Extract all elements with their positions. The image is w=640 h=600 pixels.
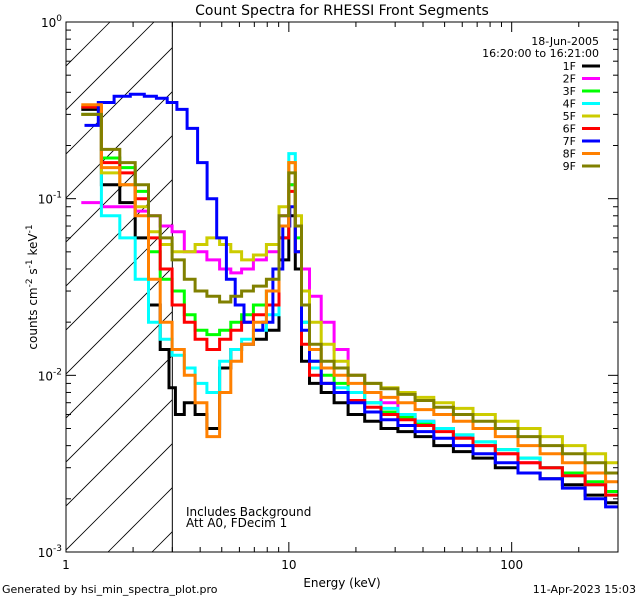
hatch-line bbox=[66, 91, 173, 199]
y-axis-ticks: 10-3 10-2 10-1 100 bbox=[38, 14, 618, 560]
y-tick-label: 10-2 bbox=[38, 367, 62, 383]
hatch-line bbox=[107, 487, 173, 552]
series-9F bbox=[81, 112, 618, 475]
time-range-label: 16:20:00 to 16:21:00 bbox=[482, 47, 599, 60]
hatch-line bbox=[66, 311, 173, 419]
y-axis-label: counts cm-2 s-1 keV-1 bbox=[25, 224, 40, 349]
y-tick-label: 10-1 bbox=[38, 191, 62, 207]
legend-label-6F: 6F bbox=[563, 123, 576, 136]
legend-label-9F: 9F bbox=[563, 160, 576, 173]
series-lines bbox=[81, 92, 618, 509]
legend-label-3F: 3F bbox=[563, 85, 576, 98]
legend-label-1F: 1F bbox=[563, 60, 576, 73]
legend-label-2F: 2F bbox=[563, 73, 576, 86]
annotation-background: Includes Background bbox=[186, 505, 311, 519]
hatch-line bbox=[66, 399, 173, 507]
legend-label-8F: 8F bbox=[563, 148, 576, 161]
hatched-region bbox=[66, 22, 173, 552]
hatch-line bbox=[66, 22, 155, 111]
y-tick-label: 10-3 bbox=[38, 544, 62, 560]
series-8F bbox=[81, 103, 618, 484]
hatch-line bbox=[66, 22, 111, 67]
x-tick-label: 100 bbox=[500, 558, 523, 572]
legend-label-4F: 4F bbox=[563, 98, 576, 111]
date-label: 18-Jun-2005 bbox=[531, 35, 599, 48]
hatch-line bbox=[66, 47, 173, 155]
legend-label-5F: 5F bbox=[563, 110, 576, 123]
legend-label-7F: 7F bbox=[563, 135, 576, 148]
hatch-line bbox=[66, 267, 173, 375]
series-5F bbox=[81, 112, 618, 465]
x-tick-label: 10 bbox=[281, 558, 296, 572]
series-3F bbox=[81, 105, 618, 493]
footer-timestamp: 11-Apr-2023 15:03 bbox=[532, 583, 636, 596]
x-tick-label: 1 bbox=[62, 558, 70, 572]
x-axis-label: Energy (keV) bbox=[303, 576, 380, 590]
hatch-line bbox=[66, 223, 173, 331]
x-axis-ticks: 1 10 100 bbox=[62, 22, 619, 572]
hatch-line bbox=[66, 443, 173, 551]
series-7F bbox=[84, 92, 618, 509]
chart-title: Count Spectra for RHESSI Front Segments bbox=[195, 3, 489, 19]
y-tick-label: 100 bbox=[41, 14, 62, 30]
annotation-attenuator: Att A0, FDecim 1 bbox=[186, 516, 287, 530]
plot-frame bbox=[65, 21, 619, 553]
footer-generated-by: Generated by hsi_min_spectra_plot.pro bbox=[2, 583, 218, 596]
series-1F bbox=[81, 107, 618, 505]
